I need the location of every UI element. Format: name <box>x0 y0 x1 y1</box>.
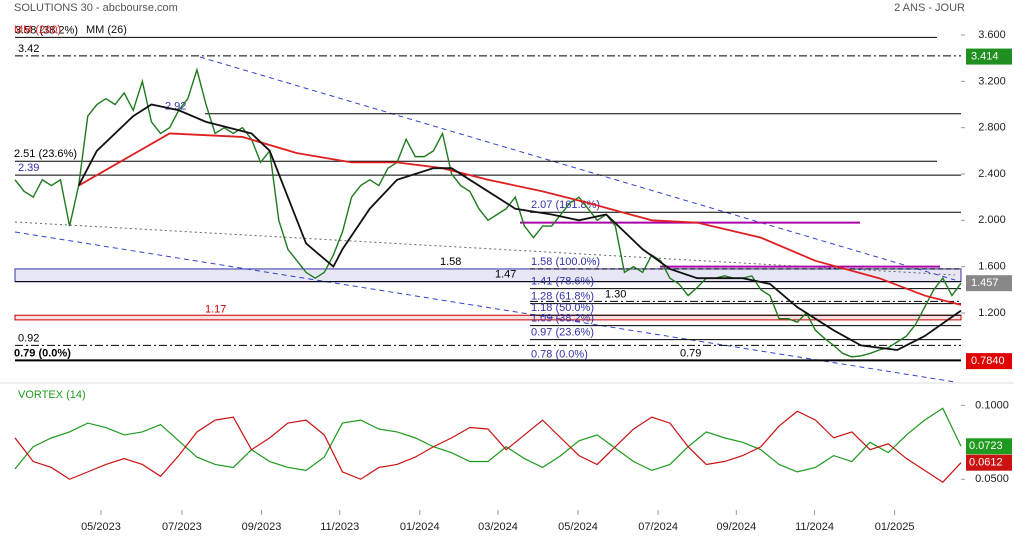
level-label: 1.41 (78.6%) <box>531 276 594 288</box>
trend-line <box>14 231 956 383</box>
y-tick-label: 0.0500 <box>975 473 1009 485</box>
level-label: 1.47 <box>495 269 516 281</box>
y-tick-label: 3.600 <box>978 29 1006 41</box>
zone <box>14 314 962 321</box>
level-label: 3.42 <box>18 43 39 55</box>
legend-entry: MM (26) <box>86 24 127 36</box>
zone <box>14 268 962 283</box>
legend-entry: MM (200) <box>14 24 61 36</box>
value-box-label: 0.0723 <box>969 440 1003 452</box>
vortex-title: VORTEX (14) <box>18 389 86 401</box>
y-tick-label: 3.200 <box>978 75 1006 87</box>
value-box <box>966 48 1012 65</box>
value-box <box>966 353 1012 370</box>
vortex-line <box>14 410 962 483</box>
level-label: 0.92 <box>18 332 39 344</box>
x-tick-label: 11/2023 <box>320 521 359 533</box>
level-label: 0.79 <box>680 347 701 359</box>
moving-average <box>78 132 962 306</box>
value-box <box>966 438 1012 455</box>
price-line <box>14 67 962 358</box>
chart-title: SOLUTIONS 30 - abcbourse.com <box>14 2 178 14</box>
y-tick-label: 1.200 <box>978 307 1006 319</box>
level-label: 1.58 <box>440 256 461 268</box>
x-tick-label: 07/2023 <box>162 521 202 533</box>
level-label: 1.18 (50.0%) <box>531 302 594 314</box>
x-tick-label: 07/2024 <box>638 521 678 533</box>
level-label: 2.92 <box>165 101 186 113</box>
y-tick-label: 0.1000 <box>975 399 1009 411</box>
y-tick-label: 2.000 <box>978 214 1006 226</box>
y-tick-label: 1.600 <box>978 261 1006 273</box>
value-box-label: 0.7840 <box>971 355 1005 367</box>
level-label: 1.09 (38.2%) <box>531 313 594 325</box>
level-label: 1.17 <box>205 303 226 315</box>
value-box-label: 1.457 <box>971 277 999 289</box>
level-label: 2.39 <box>18 162 39 174</box>
moving-average <box>77 103 962 351</box>
x-tick-label: 05/2024 <box>558 521 598 533</box>
value-box-label: 0.0612 <box>969 457 1003 469</box>
level-label: 1.58 (100.0%) <box>531 256 600 268</box>
value-box <box>966 275 1012 292</box>
x-tick-label: 09/2024 <box>716 521 756 533</box>
x-tick-label: 01/2025 <box>875 521 915 533</box>
level-label: 1.28 (61.8%) <box>531 291 594 303</box>
x-tick-label: 01/2024 <box>400 521 440 533</box>
y-tick-label: 2.800 <box>978 122 1006 134</box>
level-label: 3.58 (38.2%) <box>15 24 78 36</box>
x-tick-label: 09/2023 <box>242 521 282 533</box>
level-label: 1.30 <box>605 288 626 300</box>
x-tick-label: 03/2024 <box>478 521 518 533</box>
level-label: 0.97 (23.6%) <box>531 326 594 338</box>
value-box-label: 3.414 <box>971 50 999 62</box>
trend-line <box>14 221 956 276</box>
period: 2 ANS - JOUR <box>894 2 965 14</box>
x-tick-label: 05/2023 <box>81 521 121 533</box>
y-tick-label: 2.400 <box>978 168 1006 180</box>
level-label: 2.51 (23.6%) <box>14 148 77 160</box>
level-label: 0.79 (0.0%) <box>14 347 71 359</box>
level-label: 0.78 (0.0%) <box>531 348 588 360</box>
vortex-line <box>14 407 962 473</box>
value-box <box>966 454 1012 471</box>
x-tick-label: 11/2024 <box>795 521 834 533</box>
